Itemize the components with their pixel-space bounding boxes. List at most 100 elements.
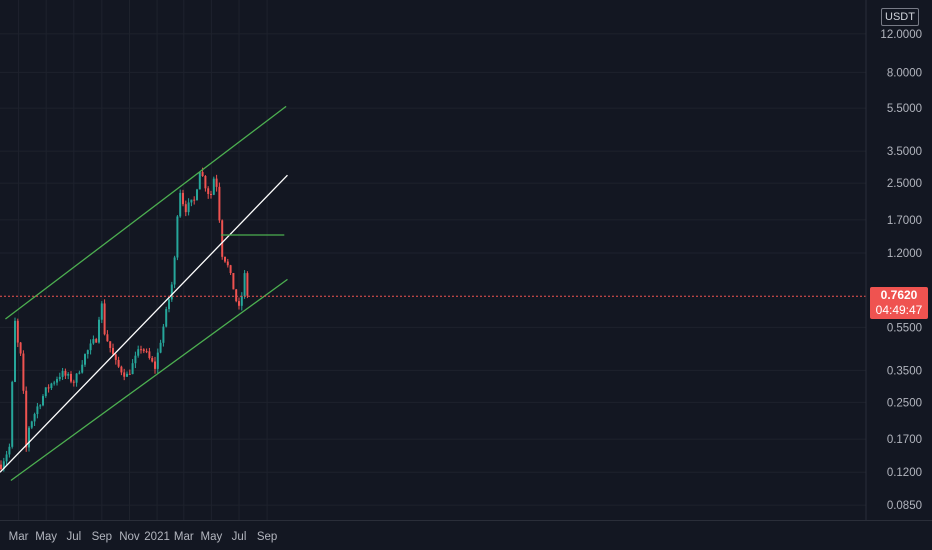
price-axis[interactable]: 18.0000 12.0000 8.0000 5.5000 3.5000 2.5000 1.… (880, 0, 922, 512)
candle-body (86, 350, 89, 355)
candle-body (221, 220, 224, 257)
candle-body (75, 373, 78, 383)
candle-body (120, 366, 123, 373)
candle-body (28, 427, 30, 448)
candle-body (240, 296, 243, 306)
candle-body (92, 339, 95, 344)
time-axis[interactable]: Mar May Jul Sep Nov 2021 Mar May Jul Sep (9, 531, 278, 543)
lower-channel-line[interactable] (10, 278, 288, 482)
time-tick-label: May (35, 531, 57, 543)
candle-body (56, 379, 58, 383)
candle-body (162, 326, 165, 343)
upper-channel-line[interactable] (5, 105, 287, 320)
candle-body (224, 256, 226, 262)
candle-body (226, 261, 229, 266)
candle-body (36, 406, 39, 415)
candle-body (123, 372, 126, 377)
candle-body (103, 303, 106, 335)
vertical-grid (18, 0, 268, 520)
candle-body (134, 355, 137, 364)
candle-body (100, 303, 103, 320)
candle-body (42, 396, 44, 406)
last-price-label: 0.7620 04:49:47 (870, 287, 928, 320)
candle-body (142, 349, 145, 352)
candle-body (148, 351, 151, 358)
candle-body (117, 359, 120, 367)
candle-body (14, 320, 16, 382)
price-tick-label: 0.0850 (887, 500, 922, 512)
price-axis-background (866, 0, 932, 520)
time-tick-label: 2021 (144, 531, 170, 543)
candle-body (39, 405, 42, 407)
candle-body (176, 216, 179, 258)
candle-body (98, 319, 100, 343)
time-tick-label: Jul (232, 531, 247, 543)
candle-body (238, 301, 240, 306)
candle-body (112, 347, 114, 355)
candle-body (137, 349, 140, 356)
candle-body (8, 446, 11, 455)
candle-body (89, 343, 92, 351)
candle-body (215, 178, 218, 187)
candle-body (81, 364, 84, 373)
candle-body (232, 272, 235, 290)
midline-line[interactable] (0, 174, 288, 473)
price-tick-label: 0.3500 (887, 365, 922, 377)
time-tick-label: Mar (9, 531, 29, 543)
time-tick-label: May (201, 531, 223, 543)
time-tick-label: Mar (174, 531, 194, 543)
candle-body (210, 193, 212, 195)
candle-body (243, 273, 246, 297)
candle-body (193, 199, 196, 201)
candle-body (212, 178, 215, 195)
price-tick-label: 5.5000 (887, 103, 922, 115)
candle-body (19, 342, 22, 354)
candle-body (198, 172, 201, 190)
candle-body (61, 370, 64, 377)
candle-body (154, 361, 156, 369)
candle-body (140, 349, 142, 351)
candle-body (64, 370, 67, 376)
candle-body (95, 339, 98, 343)
price-tick-label: 3.5000 (887, 146, 922, 158)
candle-body (47, 387, 50, 389)
price-tick-label: 0.2500 (887, 397, 922, 409)
bar-countdown: 04:49:47 (875, 303, 923, 318)
price-tick-label: 12.0000 (880, 29, 922, 41)
candle-body (165, 309, 168, 327)
candle-body (84, 354, 86, 365)
time-tick-label: Sep (257, 531, 277, 543)
candle-body (126, 373, 128, 377)
candle-body (131, 363, 134, 375)
price-tick-label: 0.1700 (887, 434, 922, 446)
candle-body (151, 357, 154, 362)
currency-unit-badge[interactable]: USDT (881, 8, 919, 26)
candle-body (190, 199, 193, 203)
candle-body (184, 204, 187, 213)
trendlines-layer (0, 105, 288, 482)
candle-body (58, 376, 61, 380)
price-tick-label: 1.7000 (887, 215, 922, 227)
candle-body (145, 351, 148, 353)
candle-body (50, 383, 53, 389)
time-tick-label: Nov (119, 531, 140, 543)
price-tick-label: 1.2000 (887, 248, 922, 260)
price-tick-label: 2.5000 (887, 178, 922, 190)
horizontal-grid (0, 33, 866, 506)
candle-body (159, 342, 162, 353)
price-tick-label: 0.5500 (887, 322, 922, 334)
candle-body (156, 352, 159, 369)
candle-body (11, 381, 14, 447)
candle-body (0, 464, 2, 470)
price-tick-label: 0.1200 (887, 467, 922, 479)
candle-body (201, 172, 204, 177)
candle-body (128, 373, 131, 375)
candle-body (25, 390, 28, 448)
candle-body (218, 186, 221, 221)
candle-body (78, 372, 81, 374)
candle-body (30, 421, 33, 428)
candle-body (246, 273, 249, 296)
